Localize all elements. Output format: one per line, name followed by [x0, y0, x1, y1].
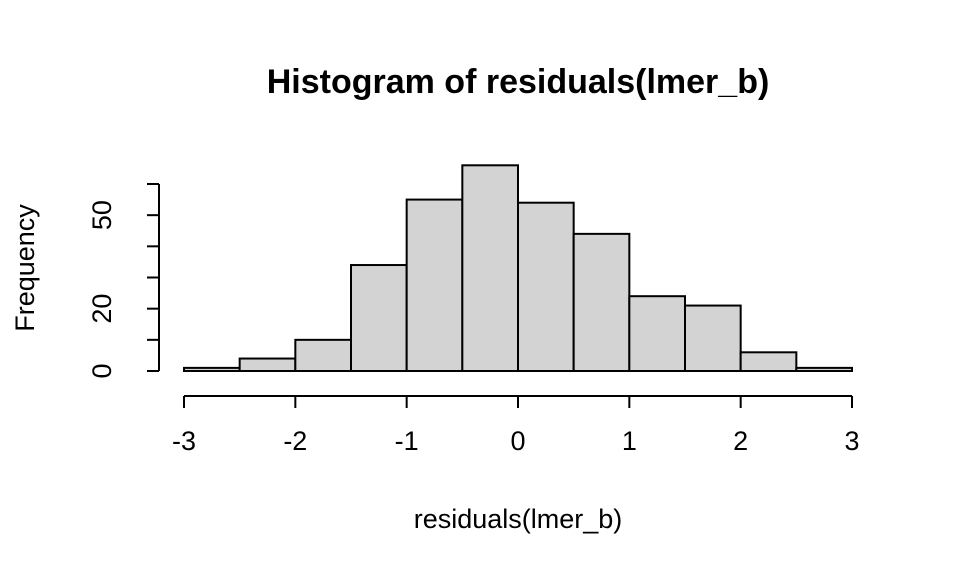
x-tick-label: 1 — [622, 426, 637, 456]
y-tick-label: 50 — [87, 200, 117, 230]
histogram-bar — [517, 201, 575, 372]
histogram-bar — [183, 366, 241, 372]
y-axis: 0 20 50 — [87, 183, 160, 379]
y-axis-title: Frequency — [10, 204, 40, 332]
histogram-bar — [684, 304, 742, 372]
x-tick-label: 0 — [510, 426, 525, 456]
x-tick-label: -3 — [172, 426, 196, 456]
histogram-bar — [405, 198, 464, 372]
histogram-bar — [739, 351, 798, 372]
histogram-bar — [572, 232, 631, 372]
x-tick-label: 2 — [733, 426, 748, 456]
histogram-bar — [795, 366, 853, 372]
histogram-bar — [461, 164, 520, 372]
chart-title: Histogram of residuals(lmer_b) — [267, 63, 770, 101]
x-tick-label: 3 — [844, 426, 859, 456]
histogram-bar — [238, 357, 297, 372]
histogram-bar — [628, 295, 686, 373]
x-tick-label: -2 — [283, 426, 307, 456]
histogram-bar — [294, 338, 353, 373]
histogram-bar — [350, 264, 408, 372]
x-axis-title: residuals(lmer_b) — [414, 504, 623, 534]
y-tick-label: 0 — [87, 363, 117, 378]
x-tick-label: -1 — [395, 426, 419, 456]
y-tick-label: 20 — [87, 294, 117, 324]
bars-group — [183, 164, 853, 373]
x-axis: -3 -2 -1 0 1 2 3 — [172, 395, 860, 456]
